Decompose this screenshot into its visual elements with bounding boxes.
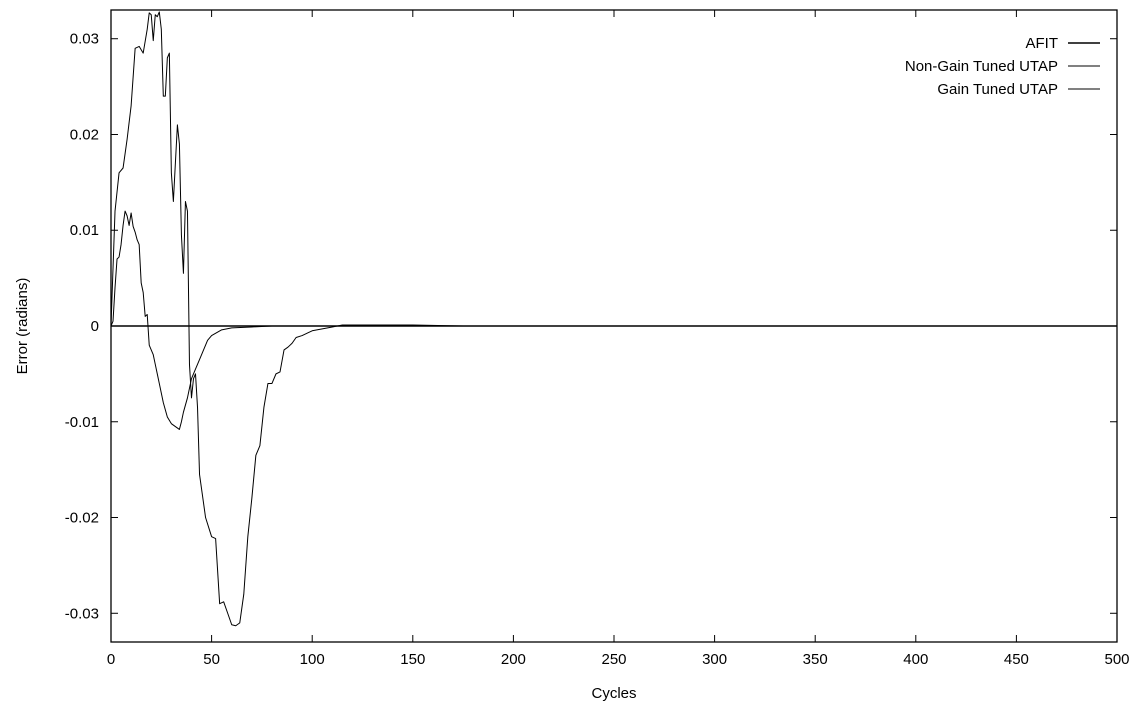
x-tick-label: 100 xyxy=(300,651,325,668)
x-tick-label: 50 xyxy=(203,651,220,668)
x-tick-label: 400 xyxy=(903,651,928,668)
y-tick-label: 0.03 xyxy=(70,31,99,48)
y-tick-label: -0.01 xyxy=(65,414,99,431)
x-tick-label: 250 xyxy=(601,651,626,668)
y-axis-title: Error (radians) xyxy=(14,278,31,375)
legend-label: AFIT xyxy=(1026,35,1059,52)
series-gain-tuned-utap-line xyxy=(110,210,1117,430)
y-tick-label: -0.02 xyxy=(65,510,99,527)
legend-label: Gain Tuned UTAP xyxy=(937,81,1058,98)
legend: AFIT Non-Gain Tuned UTAP Gain Tuned UTAP xyxy=(905,35,1100,98)
series-non-gain-tuned-utap-line xyxy=(110,11,1117,627)
y-tick-label: 0.02 xyxy=(70,126,99,143)
x-tick-label: 300 xyxy=(702,651,727,668)
x-tick-label: 350 xyxy=(803,651,828,668)
x-axis-title: Cycles xyxy=(591,685,636,702)
x-tick-label: 150 xyxy=(400,651,425,668)
x-tick-label: 500 xyxy=(1104,651,1129,668)
y-tick-label: 0 xyxy=(91,318,99,335)
series-layer xyxy=(110,11,1117,627)
x-tick-label: 450 xyxy=(1004,651,1029,668)
x-tick-label: 0 xyxy=(107,651,115,668)
legend-label: Non-Gain Tuned UTAP xyxy=(905,58,1058,75)
y-tick-label: -0.03 xyxy=(65,605,99,622)
ticks-layer: 0 50 100 150 200 250 300 350 400 450 500 0.03 0.02 0.… xyxy=(65,10,1130,668)
x-tick-label: 200 xyxy=(501,651,526,668)
y-tick-label: 0.01 xyxy=(70,222,99,239)
